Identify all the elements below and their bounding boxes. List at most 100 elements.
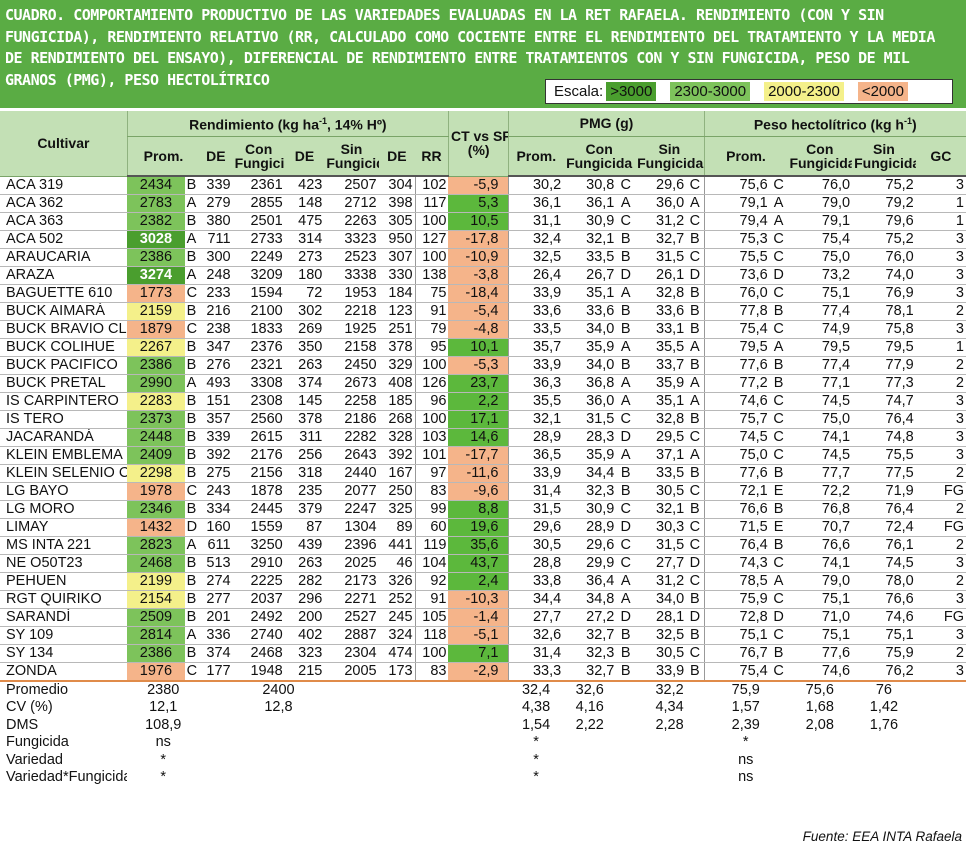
ph-sin-cell: 74,8 — [852, 428, 916, 447]
rend-con-cell: 2361 — [232, 176, 285, 195]
gc-cell: 3 — [915, 554, 966, 573]
summary-pmg-prom: 1,54 — [521, 716, 551, 733]
cultivar-cell: ZONDA — [0, 662, 128, 682]
rend-de-cell: 275 — [199, 464, 233, 483]
rend-letter-cell: C — [184, 320, 200, 339]
ph-letter-cell: C — [769, 446, 788, 465]
rend-letter-cell: B — [184, 176, 200, 195]
rend-prom-cell: 2448 — [127, 428, 185, 447]
ph-prom-cell: 75,9 — [703, 590, 770, 609]
pmg-con-letter-cell: C — [616, 212, 636, 231]
pmg-con-letter-cell: B — [616, 644, 636, 663]
summary-pmg-con — [563, 769, 616, 787]
table-row: NE O50T23 2468 B 513 2910 263 2025 46 104 43,7 28,… — [0, 554, 966, 573]
cultivar-cell: ACA 319 — [0, 176, 128, 195]
pmg-prom-cell: 36,5 — [508, 446, 564, 465]
pmg-prom-cell: 36,1 — [508, 194, 564, 213]
ph-sin-cell: 76,4 — [852, 410, 916, 429]
rend-de-con-cell: 235 — [284, 482, 325, 501]
ph-con-cell: 75,1 — [787, 284, 853, 303]
pmg-prom-cell: 34,4 — [508, 590, 564, 609]
rend-de-con-cell: 350 — [284, 338, 325, 357]
rend-prom-cell: 2386 — [127, 356, 185, 375]
ct-vs-sf-cell: 8,8 — [448, 500, 509, 519]
rend-sin-cell: 2258 — [324, 392, 379, 411]
gc-cell: 3 — [915, 176, 966, 195]
rend-con-cell: 2445 — [232, 500, 285, 519]
rend-de-sin-cell: 173 — [378, 662, 416, 682]
ph-letter-cell: C — [769, 410, 788, 429]
rend-de-cell: 493 — [199, 374, 233, 393]
rend-de-cell: 216 — [199, 302, 233, 321]
pmg-prom-cell: 33,9 — [508, 284, 564, 303]
rend-de-cell: 238 — [199, 320, 233, 339]
summary-pmg-prom: * — [533, 769, 539, 786]
summary-empty — [324, 769, 509, 787]
rend-con-cell: 2156 — [232, 464, 285, 483]
pmg-prom-cell: 36,3 — [508, 374, 564, 393]
ph-sin-cell: 74,5 — [852, 554, 916, 573]
summary-ph-prom: ns — [738, 751, 754, 768]
pmg-sin-letter-cell: C — [686, 644, 705, 663]
rend-sin-cell: 2396 — [324, 536, 379, 555]
summary-empty — [616, 681, 635, 699]
gc-cell: 3 — [915, 284, 966, 303]
summary-pmg-sin: 4,34 — [655, 699, 684, 716]
pmg-sin-letter-cell: D — [686, 266, 705, 285]
rend-letter-cell: B — [184, 212, 200, 231]
summary-label: Fungicida — [6, 734, 69, 751]
rend-con-cell: 1878 — [232, 482, 285, 501]
gc-cell: 3 — [915, 410, 966, 429]
rend-de-con-cell: 439 — [284, 536, 325, 555]
gc-cell: 1 — [915, 194, 966, 213]
pmg-sin-letter-cell: C — [686, 536, 705, 555]
gc-cell: 3 — [915, 248, 966, 267]
table-row: ACA 319 2434 B 339 2361 423 2507 304 102 -5,9 30,2… — [0, 176, 966, 195]
rend-de-sin-cell: 268 — [378, 410, 416, 429]
rend-prom-cell: 3028 — [127, 230, 185, 249]
pmg-prom-cell: 32,1 — [508, 410, 564, 429]
summary-empty — [916, 752, 966, 770]
rr-cell: 100 — [414, 410, 449, 429]
pmg-con-letter-cell: D — [616, 428, 636, 447]
rend-de-cell: 611 — [199, 536, 233, 555]
ph-con-cell: 74,5 — [787, 392, 853, 411]
ph-sin-cell: 77,5 — [852, 464, 916, 483]
ph-con-cell: 77,1 — [787, 374, 853, 393]
summary-ph-sin — [852, 734, 916, 752]
legend-swatch-2000-2300: 2000-2300 — [764, 82, 844, 101]
rend-prom-cell: 2509 — [127, 608, 185, 627]
pmg-sin-letter-cell: D — [686, 608, 705, 627]
rend-letter-cell: A — [184, 230, 200, 249]
summary-rend-prom: * — [160, 769, 167, 786]
ph-letter-cell: A — [769, 212, 788, 231]
summary-pmg-prom: 4,38 — [521, 699, 551, 716]
rend-con-cell: 2225 — [232, 572, 285, 591]
ph-prom-cell: 76,4 — [703, 536, 770, 555]
summary-ph-sin: 1,42 — [869, 699, 899, 716]
rr-cell: 95 — [414, 338, 449, 357]
table-row: BUCK PACIFICO 2386 B 276 2321 263 2450 329 100 -5… — [0, 356, 966, 375]
data-rows: ACA 319 2434 B 339 2361 423 2507 304 102 -5,9 30,2… — [0, 176, 966, 682]
cultivar-cell: RGT QUIRIKO — [0, 590, 128, 609]
rend-de-con-cell: 378 — [284, 410, 325, 429]
rend-sin-cell: 2077 — [324, 482, 379, 501]
pmg-sin-letter-cell: A — [686, 338, 705, 357]
gc-cell: 2 — [915, 356, 966, 375]
summary-empty — [916, 681, 966, 699]
ct-vs-sf-cell: -4,8 — [448, 320, 509, 339]
ph-prom-cell: 76,7 — [703, 644, 770, 663]
cultivar-cell: BUCK COLIHUE — [0, 338, 128, 357]
ph-letter-cell: B — [769, 356, 788, 375]
rend-de-con-cell: 87 — [284, 518, 325, 537]
rr-cell: 97 — [414, 464, 449, 483]
ct-vs-sf-cell: -5,9 — [448, 176, 509, 195]
rend-de-con-cell: 263 — [284, 356, 325, 375]
rend-de-sin-cell: 950 — [378, 230, 416, 249]
ph-prom-cell: 77,6 — [703, 464, 770, 483]
ph-sin-cell: 74,6 — [852, 608, 916, 627]
gc-cell: 1 — [915, 212, 966, 231]
rend-prom-cell: 2382 — [127, 212, 185, 231]
pmg-sin-letter-cell: A — [686, 374, 705, 393]
